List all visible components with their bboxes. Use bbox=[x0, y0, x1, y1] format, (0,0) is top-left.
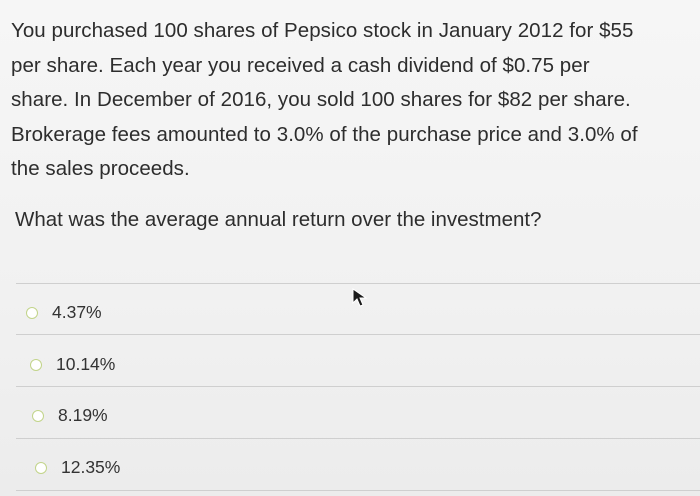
mouse-pointer-icon bbox=[352, 288, 368, 307]
question-line: share. In December of 2016, you sold 100… bbox=[11, 88, 631, 111]
answer-option-label: 8.19% bbox=[58, 405, 108, 425]
divider bbox=[16, 283, 700, 284]
answer-option[interactable]: 4.37% bbox=[26, 302, 102, 323]
question-text: You purchased 100 shares of Pepsico stoc… bbox=[11, 14, 695, 187]
radio-circle-icon[interactable] bbox=[35, 461, 47, 474]
question-line: You purchased 100 shares of Pepsico stoc… bbox=[11, 19, 634, 42]
radio-circle-icon[interactable] bbox=[32, 409, 44, 422]
question-line: Brokerage fees amounted to 3.0% of the p… bbox=[11, 122, 638, 146]
answer-option[interactable]: 8.19% bbox=[32, 405, 108, 426]
question-prompt: What was the average annual return over … bbox=[15, 208, 542, 231]
radio-circle-icon[interactable] bbox=[30, 358, 42, 371]
answer-option[interactable]: 12.35% bbox=[35, 457, 120, 478]
divider bbox=[16, 490, 700, 491]
question-line: per share. Each year you received a cash… bbox=[11, 53, 590, 77]
divider bbox=[16, 334, 700, 335]
answer-option[interactable]: 10.14% bbox=[30, 354, 115, 375]
answer-option-label: 10.14% bbox=[56, 354, 116, 374]
radio-circle-icon[interactable] bbox=[26, 306, 38, 319]
divider bbox=[16, 386, 700, 387]
divider bbox=[16, 438, 700, 439]
answer-option-label: 4.37% bbox=[52, 302, 102, 322]
question-line: the sales proceeds. bbox=[11, 157, 190, 180]
answer-option-label: 12.35% bbox=[61, 457, 121, 477]
